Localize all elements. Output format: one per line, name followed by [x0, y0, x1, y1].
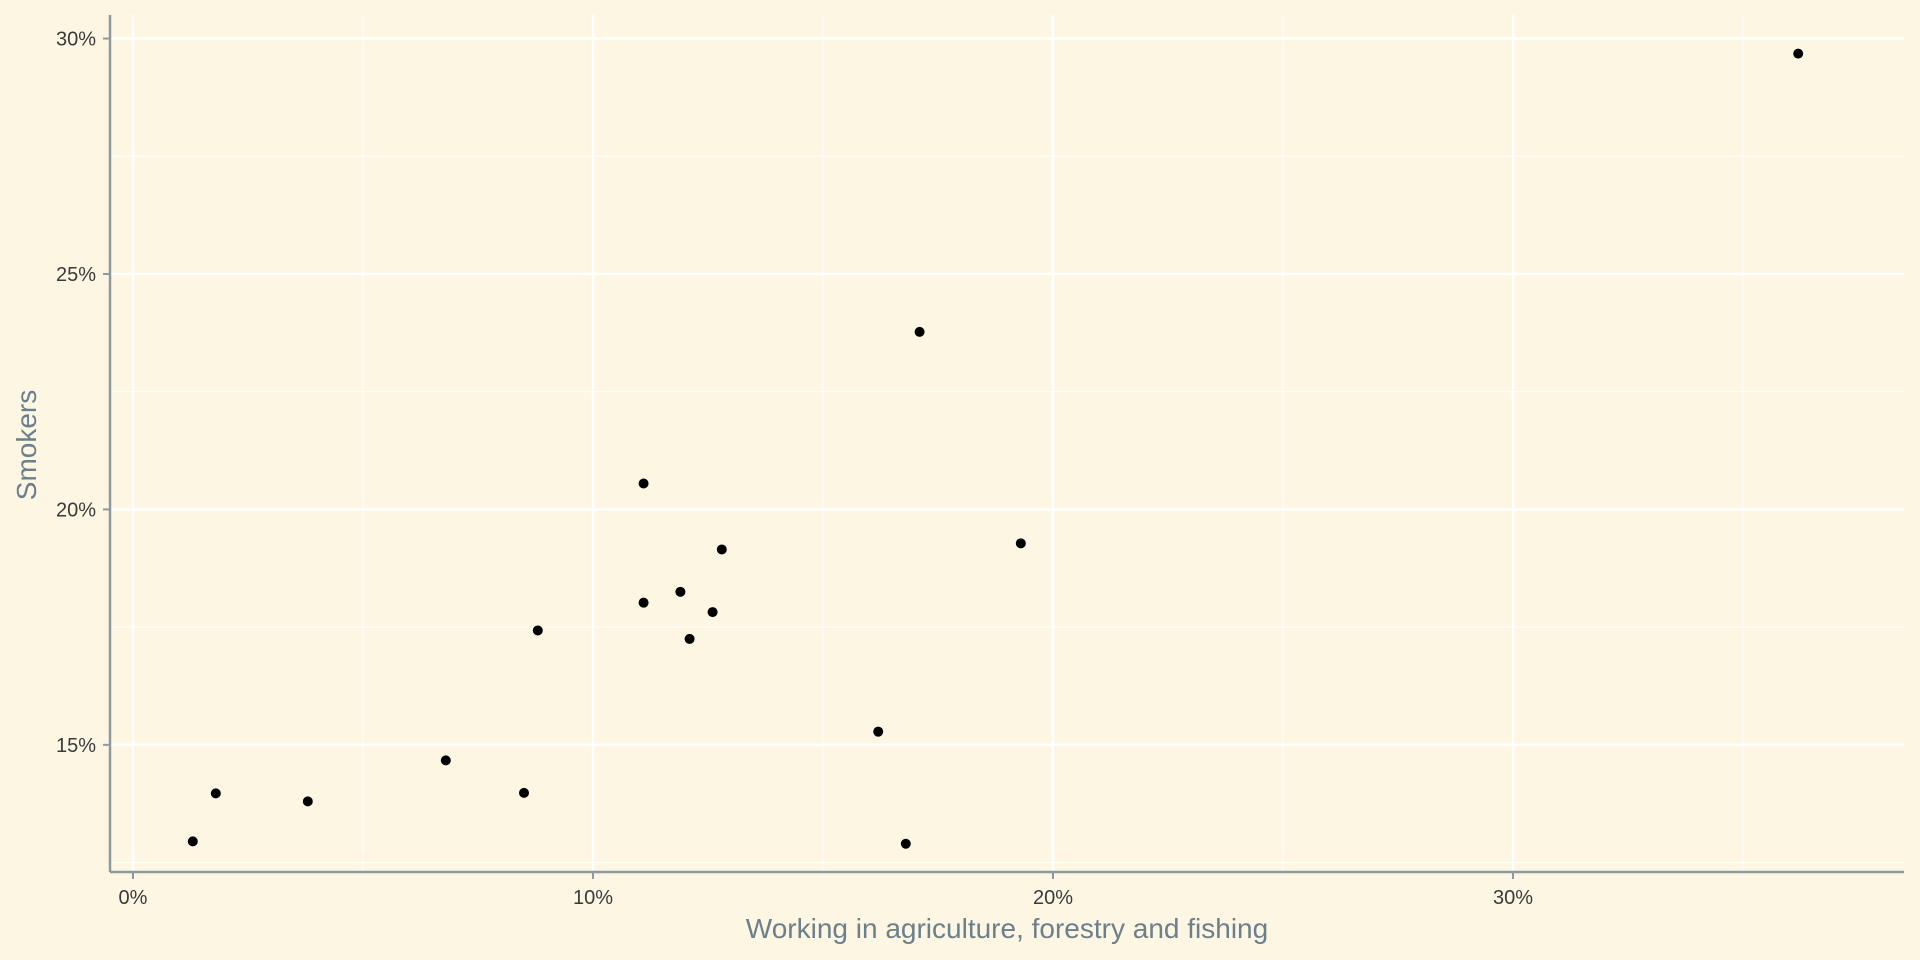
data-point [900, 838, 911, 849]
y-tick-label: 25% [56, 264, 96, 286]
y-tick-label: 15% [56, 735, 96, 757]
data-point [187, 836, 198, 847]
y-tick-label: 20% [56, 499, 96, 521]
data-point [873, 726, 884, 737]
data-point [716, 544, 727, 555]
y-tick-label: 30% [56, 29, 96, 51]
y-axis-title: Smokers [11, 390, 42, 500]
data-point [638, 597, 649, 608]
tick-labels: 0% 10% 20% 30% 15% 20% 25% 30% [56, 29, 1533, 909]
data-point [638, 478, 649, 489]
data-point [532, 625, 543, 636]
x-axis-title: Working in agriculture, forestry and fis… [746, 913, 1268, 944]
gridlines [110, 15, 1904, 872]
data-point [914, 326, 925, 337]
data-point [1793, 48, 1804, 59]
data-point [302, 796, 313, 807]
x-tick-label: 0% [119, 887, 148, 909]
axes [103, 15, 1904, 879]
data-point [519, 787, 529, 798]
data-point [684, 633, 695, 644]
x-tick-label: 20% [1033, 887, 1073, 909]
data-points [187, 48, 1804, 849]
data-point [440, 755, 451, 766]
data-point [707, 607, 718, 618]
data-point [675, 586, 686, 597]
data-point [1015, 538, 1026, 549]
data-point [210, 788, 221, 799]
x-tick-label: 10% [573, 887, 613, 909]
x-tick-label: 30% [1493, 887, 1533, 909]
